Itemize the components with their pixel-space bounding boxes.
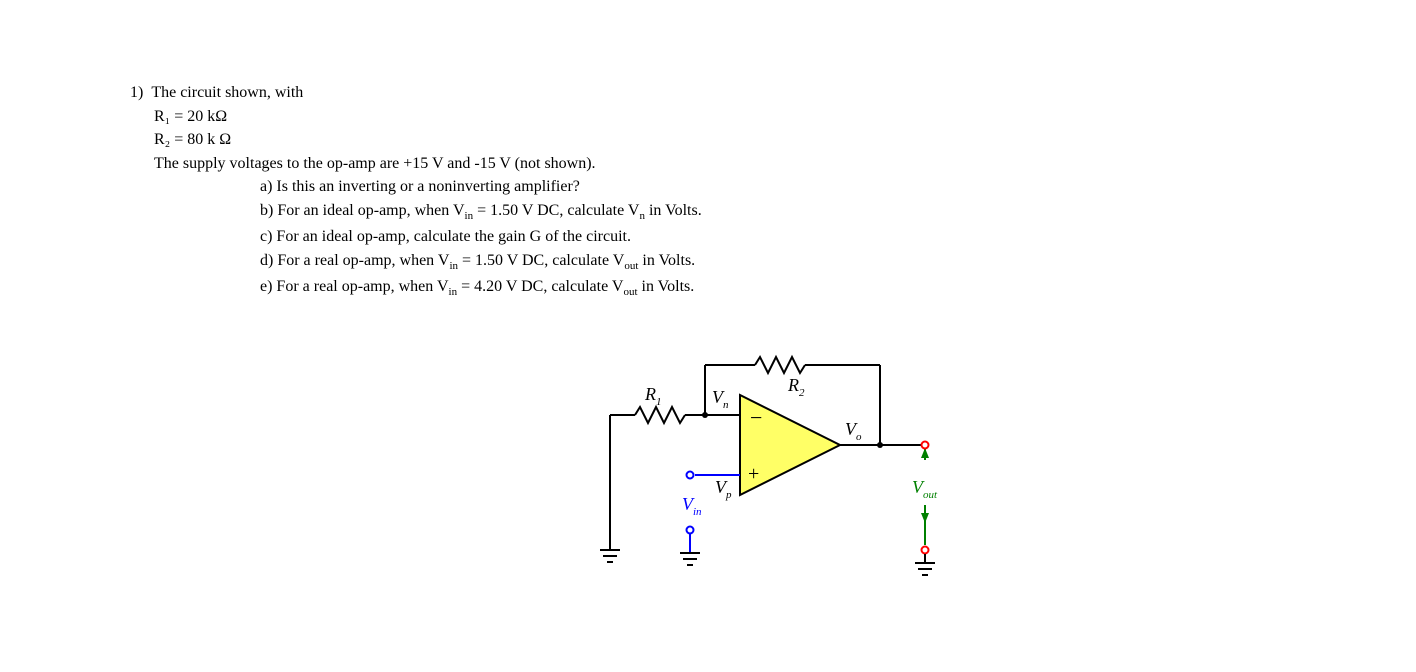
part-a: a) Is this an inverting or a noninvertin… [260, 176, 1130, 198]
r1-line: R₁ = 20 kΩ [154, 106, 1130, 128]
vin-ground-symbol [680, 553, 700, 565]
problem-number: 1) [130, 84, 143, 101]
problem-number-line: 1) The circuit shown, with [130, 82, 1130, 104]
vout-bottom-terminal [922, 547, 929, 554]
part-e-mid: = 4.20 V DC, calculate V [457, 278, 623, 295]
vin-label: Vin [682, 494, 702, 518]
problem-intro: The circuit shown, with [151, 84, 303, 101]
part-e-sub2: out [623, 286, 637, 298]
part-c: c) For an ideal op-amp, calculate the ga… [260, 226, 1130, 248]
part-d-post: in Volts. [638, 252, 695, 269]
part-e-post: in Volts. [638, 278, 695, 295]
problem-text: 1) The circuit shown, with R₁ = 20 kΩ R₂… [130, 80, 1130, 302]
part-d: d) For a real op-amp, when Vin = 1.50 V … [260, 250, 1130, 274]
part-b-pre: b) For an ideal op-amp, when V [260, 202, 465, 219]
part-b-post: in Volts. [645, 202, 702, 219]
part-e-sub1: in [449, 286, 458, 298]
vin-ground [687, 527, 694, 554]
r2-line: R₂ = 80 k Ω [154, 129, 1130, 151]
left-ground [600, 415, 620, 562]
part-d-mid: = 1.50 V DC, calculate V [458, 252, 624, 269]
opamp-plus: + [748, 463, 759, 485]
part-e: e) For a real op-amp, when Vin = 4.20 V … [260, 276, 1130, 300]
node-output [877, 442, 883, 448]
part-b: b) For an ideal op-amp, when Vin = 1.50 … [260, 200, 1130, 224]
vout-label: Vout [912, 477, 938, 501]
part-d-pre: d) For a real op-amp, when V [260, 252, 449, 269]
part-b-sub1: in [465, 210, 474, 222]
r1-resistor [610, 407, 740, 423]
vin-branch [687, 472, 741, 479]
r2-label: R2 [787, 375, 805, 399]
r1-label: R1 [644, 384, 662, 408]
vp-label: Vp [715, 477, 732, 501]
part-b-mid: = 1.50 V DC, calculate V [473, 202, 639, 219]
vn-label: Vn [712, 387, 729, 411]
part-e-pre: e) For a real op-amp, when V [260, 278, 449, 295]
part-d-sub1: in [449, 260, 458, 272]
opamp-minus: − [750, 405, 762, 430]
part-d-sub2: out [624, 260, 638, 272]
supply-line: The supply voltages to the op-amp are +1… [154, 153, 1130, 175]
vout-ground [915, 554, 935, 575]
vout-top-terminal [922, 442, 929, 449]
circuit-diagram: − + R1 Vn R2 Vo [590, 345, 970, 615]
vo-label: Vo [845, 419, 862, 443]
